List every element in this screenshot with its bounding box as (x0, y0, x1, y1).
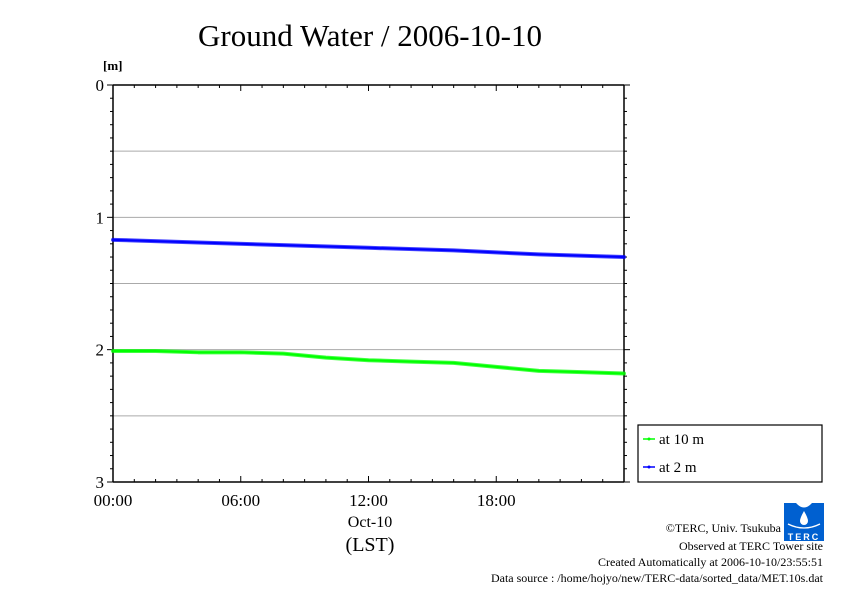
x-date-label: Oct-10 (348, 514, 392, 531)
copyright-text: ©TERC, Univ. Tsukuba (666, 521, 782, 535)
y-axis: 0 1 2 3 (96, 76, 630, 492)
created-text: Created Automatically at 2006-10-10/23:5… (598, 555, 823, 569)
y-tick-label: 1 (96, 208, 105, 227)
y-axis-unit: [m] (103, 58, 123, 73)
legend-marker (647, 437, 651, 441)
x-tick-label: 12:00 (349, 491, 388, 510)
grid-lines (113, 150, 624, 417)
y-tick-label: 0 (96, 76, 105, 95)
x-axis-title: (LST) (346, 534, 395, 556)
observed-text: Observed at TERC Tower site (679, 539, 823, 553)
legend: at 10 m at 2 m (637, 424, 823, 483)
legend-label: at 2 m (659, 460, 697, 476)
legend-marker (647, 465, 651, 469)
data-source-text: Data source : /home/hojyo/new/TERC-data/… (491, 571, 824, 585)
terc-logo: TERC (784, 503, 824, 542)
chart-title: Ground Water / 2006-10-10 (198, 18, 542, 53)
series-line (112, 238, 625, 259)
x-axis: 00:00 06:00 12:00 18:00 (94, 85, 625, 510)
water-drop-icon (800, 511, 808, 525)
legend-label: at 10 m (659, 432, 704, 448)
y-tick-label: 2 (96, 341, 105, 360)
logo-text: TERC (788, 532, 821, 542)
x-tick-label: 00:00 (94, 491, 133, 510)
x-tick-label: 06:00 (221, 491, 260, 510)
series-line (113, 349, 625, 375)
legend-box (637, 424, 823, 483)
x-tick-label: 18:00 (477, 491, 516, 510)
y-tick-label: 3 (96, 473, 105, 492)
series-group (111, 237, 626, 376)
